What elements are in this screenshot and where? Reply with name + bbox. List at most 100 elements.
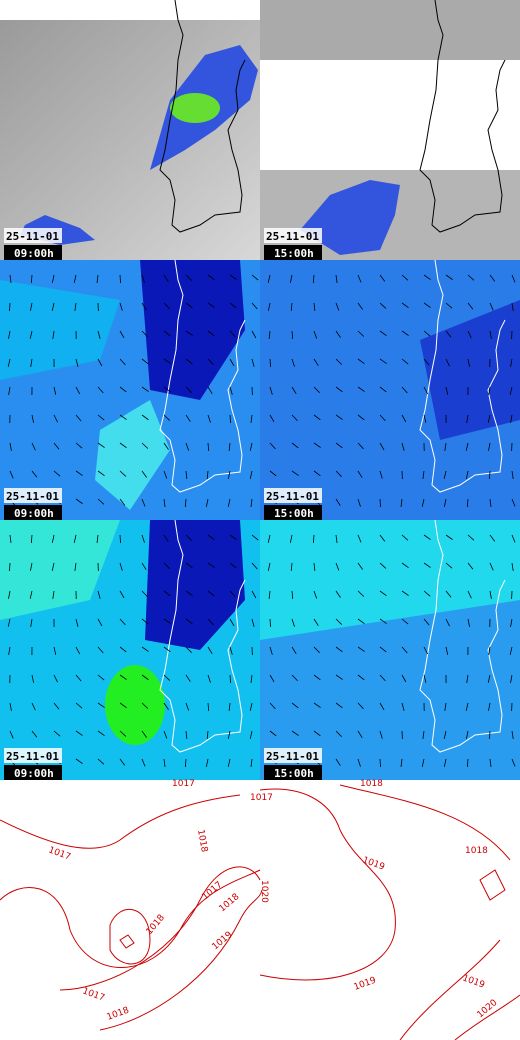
wind-arrow xyxy=(313,302,316,311)
wind-arrow xyxy=(357,330,365,337)
wind-arrow xyxy=(97,470,105,476)
wind-arrow xyxy=(30,302,33,311)
field xyxy=(95,400,170,510)
wind-arrow xyxy=(141,470,147,478)
wind-arrow xyxy=(119,702,127,709)
wind-arrow xyxy=(163,562,170,569)
wind-arrow xyxy=(163,498,166,507)
wind-arrow xyxy=(184,758,187,768)
isobar-label: 1019 xyxy=(461,973,486,990)
wind-arrow xyxy=(400,758,403,767)
wind-arrow xyxy=(185,618,193,625)
wind-arrow xyxy=(53,442,60,450)
wind-arrow xyxy=(207,702,210,712)
wind-arrow xyxy=(9,442,12,451)
wind-arrow xyxy=(443,470,447,479)
field xyxy=(0,280,120,380)
time-box xyxy=(264,765,322,780)
wind-arrow xyxy=(75,386,81,395)
wind-arrow xyxy=(401,442,405,451)
wind-arrow xyxy=(251,302,258,310)
field xyxy=(260,520,520,640)
wind-arrow xyxy=(401,358,409,365)
wind-arrow xyxy=(8,330,11,339)
wind-arrow xyxy=(207,618,214,626)
wind-arrow xyxy=(313,646,320,653)
wind-arrow xyxy=(229,534,237,540)
wind-arrow xyxy=(511,274,516,283)
wind-arrow xyxy=(335,562,340,571)
wind-arrow xyxy=(423,414,427,423)
wind-arrow xyxy=(185,674,191,682)
wind-arrow xyxy=(510,358,513,367)
wind-arrow xyxy=(97,646,104,654)
isobar-label: 1018 xyxy=(360,779,383,789)
wind-arrow xyxy=(357,730,363,739)
wind-arrow xyxy=(207,674,211,683)
wind-arrow xyxy=(357,414,365,421)
wind-arrow xyxy=(423,590,431,597)
wind-arrow xyxy=(422,730,425,739)
wind-arrow xyxy=(119,590,125,599)
wind-arrow xyxy=(357,590,365,597)
wind-arrow xyxy=(379,386,387,393)
wind-arrow xyxy=(465,442,469,451)
wind-arrow xyxy=(335,442,343,449)
wind-arrow xyxy=(97,330,101,339)
wind-arrow xyxy=(31,442,36,451)
wind-arrow xyxy=(8,386,11,395)
wind-arrows xyxy=(7,274,516,768)
wind-arrow xyxy=(74,302,77,311)
wind-arrow xyxy=(141,414,149,421)
time-label: 09:00h xyxy=(14,767,54,780)
wind-arrow xyxy=(141,302,147,311)
wind-arrow xyxy=(51,534,55,543)
wind-arrow xyxy=(291,470,299,476)
wind-arrow xyxy=(119,302,123,311)
wind-arrow xyxy=(31,470,38,478)
wind-arrow xyxy=(30,274,33,284)
wind-arrow xyxy=(267,302,271,311)
isobar-label: 1018 xyxy=(106,1005,131,1022)
wind-arrow xyxy=(335,330,341,338)
wind-arrow xyxy=(489,562,494,571)
wind-arrow xyxy=(379,758,381,768)
wind-arrow xyxy=(335,414,343,420)
wind-arrow xyxy=(228,442,231,451)
wind-arrow xyxy=(510,618,513,627)
time-label: 15:00h xyxy=(274,767,314,780)
wind-arrow xyxy=(51,562,55,571)
wind-arrow xyxy=(185,702,190,711)
wind-arrow xyxy=(445,618,450,627)
wind-arrow xyxy=(207,646,213,655)
wind-arrow xyxy=(8,646,11,655)
wind-arrow xyxy=(291,386,297,395)
wind-arrow xyxy=(291,702,299,709)
wind-arrow xyxy=(119,730,127,737)
wind-arrow xyxy=(489,470,491,480)
wind-arrow xyxy=(488,386,491,395)
wind-arrow xyxy=(290,562,293,572)
date-box xyxy=(4,748,62,763)
wind-arrow xyxy=(207,330,215,337)
wind-arrow xyxy=(119,274,121,284)
wind-arrow xyxy=(185,646,192,653)
wind-arrow xyxy=(423,386,429,395)
wind-arrow xyxy=(445,534,453,540)
wind-arrow xyxy=(184,498,187,508)
wind-arrow xyxy=(251,590,257,599)
isobar-label: 1019 xyxy=(353,975,378,992)
wind-arrow xyxy=(229,358,235,367)
wind-arrow xyxy=(97,498,105,505)
wind-arrow xyxy=(467,330,472,339)
isobar-label: 1019 xyxy=(361,855,386,872)
precip xyxy=(300,180,400,255)
wind-arrow xyxy=(401,414,407,423)
wind-arrow xyxy=(467,274,475,281)
wind-arrow xyxy=(335,758,341,766)
wind-arrow xyxy=(97,674,105,681)
wind-arrow xyxy=(9,562,11,572)
wind-arrow xyxy=(511,758,516,767)
field xyxy=(105,665,165,745)
wind-arrow xyxy=(401,590,409,596)
